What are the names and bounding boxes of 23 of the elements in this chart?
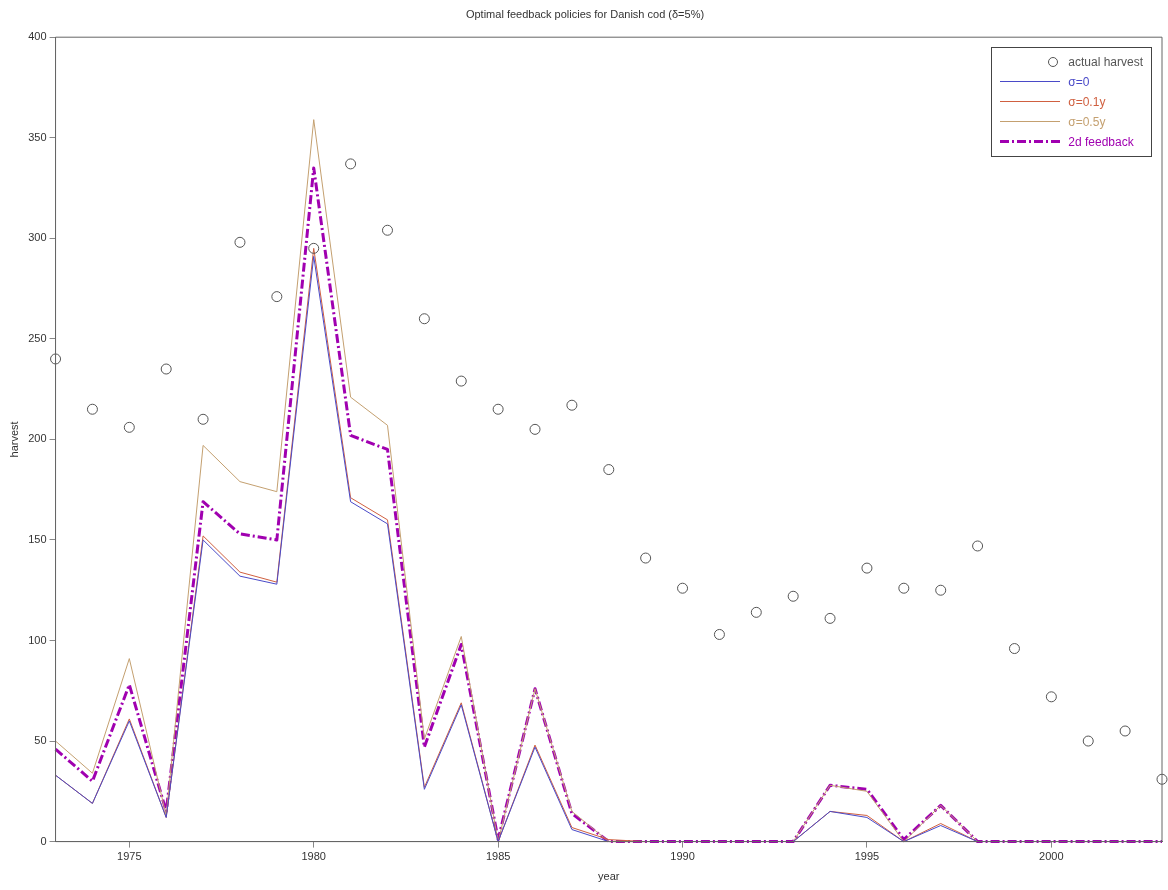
y-tick-label: 50 xyxy=(34,734,47,747)
x-tick-label: 1990 xyxy=(670,850,695,863)
legend-label: σ=0.5y xyxy=(1068,115,1106,130)
legend-label: σ=0 xyxy=(1068,75,1090,90)
y-tick-label: 300 xyxy=(28,231,47,244)
y-axis-title: harvest xyxy=(7,421,20,458)
y-tick-label: 0 xyxy=(40,834,47,847)
x-tick-label: 2000 xyxy=(1039,850,1064,863)
legend-label: actual harvest xyxy=(1068,55,1143,70)
x-tick-label: 1980 xyxy=(301,850,326,863)
x-tick-label: 1985 xyxy=(485,850,511,863)
y-tick-label: 150 xyxy=(28,532,47,545)
x-axis-title: year xyxy=(598,870,620,883)
chart-title: Optimal feedback policies for Danish cod (δ=5%) xyxy=(465,7,705,20)
legend-label: σ=0.1y xyxy=(1068,95,1106,110)
x-tick-label: 1995 xyxy=(854,850,880,863)
y-tick-label: 200 xyxy=(28,432,47,445)
x-tick-label: 1975 xyxy=(117,850,142,863)
y-tick-label: 400 xyxy=(28,30,47,43)
y-tick-label: 100 xyxy=(28,633,47,646)
y-tick-label: 250 xyxy=(28,331,47,344)
y-tick-label: 350 xyxy=(28,130,47,143)
legend-label: 2d feedback xyxy=(1068,135,1134,150)
